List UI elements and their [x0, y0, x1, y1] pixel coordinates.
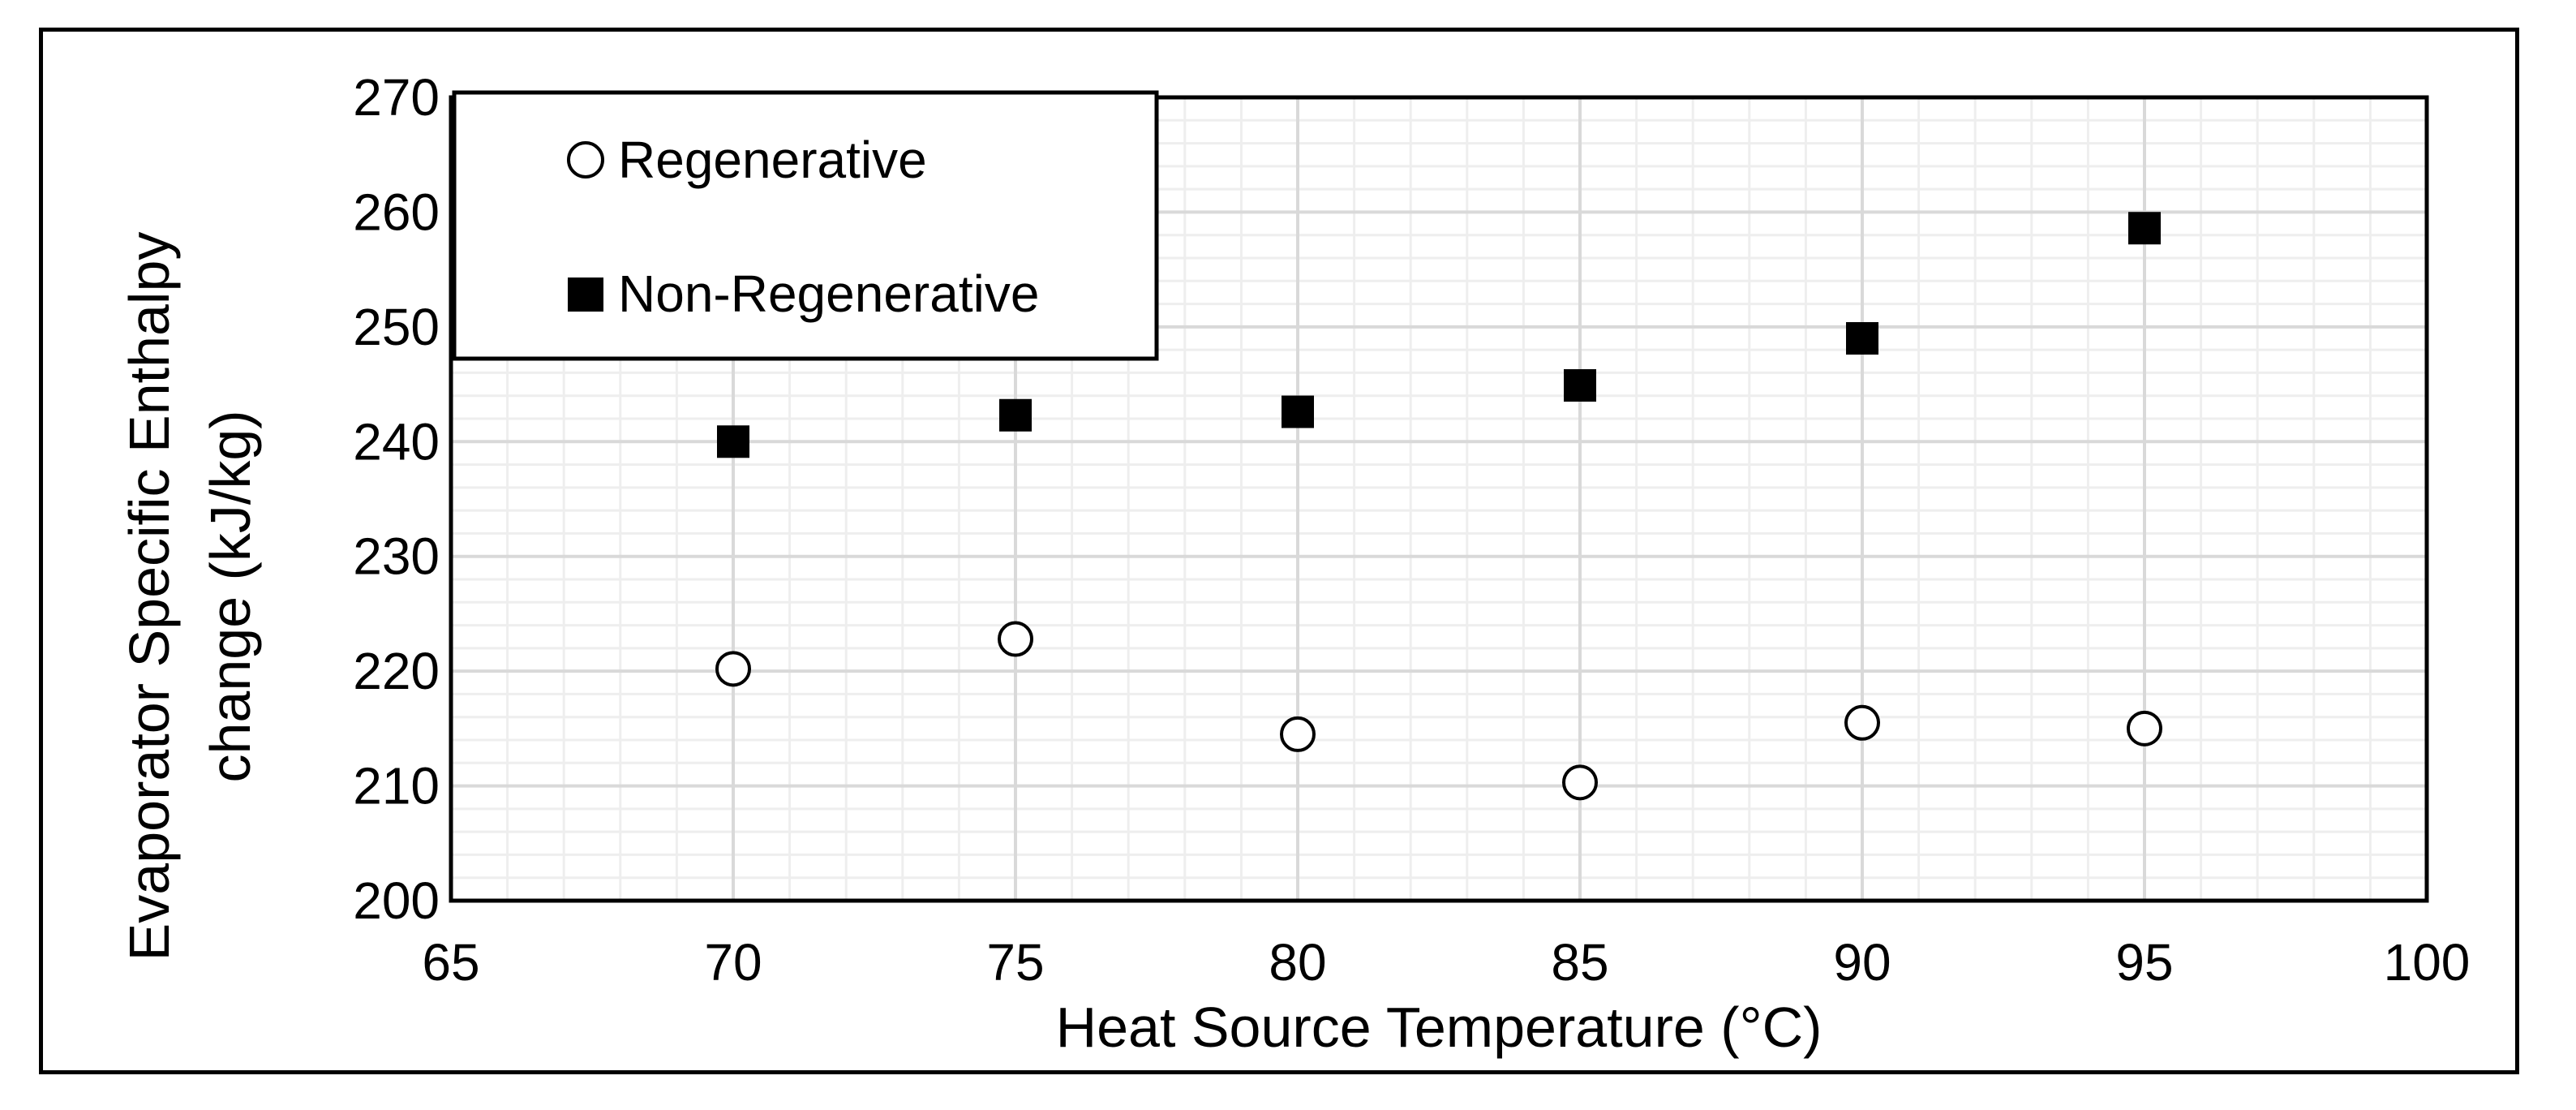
regenerative-point	[2127, 710, 2162, 746]
non-regenerative-point	[999, 398, 1032, 432]
legend: Regenerative Non-Regenerative	[452, 90, 1159, 361]
regenerative-point	[1844, 704, 1880, 741]
x-tick-label: 85	[1551, 933, 1608, 992]
y-axis-title-line-1: Evaporator Specific Enthalpy	[118, 232, 181, 962]
regenerative-point	[1280, 716, 1316, 752]
x-tick-label: 80	[1269, 933, 1326, 992]
legend-regenerative-marker	[567, 141, 604, 179]
non-regenerative-point	[2128, 212, 2161, 245]
non-regenerative-point	[1282, 395, 1314, 428]
y-axis-tick-labels: 200 210 220 230 240 250 260 270	[353, 68, 440, 930]
x-tick-label: 95	[2115, 933, 2173, 992]
y-tick-label: 250	[353, 298, 440, 356]
y-tick-label: 230	[353, 527, 440, 586]
regenerative-point	[998, 621, 1033, 657]
regenerative-point	[1562, 764, 1598, 801]
plot-area-border	[449, 95, 2429, 903]
x-axis-tick-labels: 65 70 75 80 85 90 95 100	[422, 933, 2470, 992]
data-points	[715, 212, 2162, 801]
legend-regenerative-label: Regenerative	[618, 131, 927, 189]
y-tick-label: 270	[353, 68, 440, 127]
regenerative-point	[715, 651, 751, 687]
legend-non-regenerative-marker	[568, 278, 603, 312]
legend-box	[452, 90, 1159, 361]
y-tick-label: 220	[353, 642, 440, 700]
non-regenerative-point	[1846, 322, 1878, 355]
x-tick-label: 100	[2384, 933, 2471, 992]
y-tick-label: 210	[353, 757, 440, 815]
y-tick-label: 260	[353, 183, 440, 241]
x-tick-label: 70	[704, 933, 762, 992]
y-tick-label: 200	[353, 871, 440, 930]
y-tick-label: 240	[353, 412, 440, 471]
x-tick-label: 75	[986, 933, 1044, 992]
x-tick-label: 90	[1833, 933, 1891, 992]
non-regenerative-point	[717, 425, 749, 458]
legend-non-regenerative-label: Non-Regenerative	[618, 265, 1039, 323]
x-axis-title: Heat Source Temperature (°C)	[1056, 996, 1823, 1059]
y-axis-title: Evaporator Specific Enthalpy change (kJ/…	[118, 232, 262, 962]
x-tick-label: 65	[422, 933, 479, 992]
y-axis-title-line-2: change (kJ/kg)	[199, 410, 262, 782]
non-regenerative-point	[1564, 368, 1596, 402]
